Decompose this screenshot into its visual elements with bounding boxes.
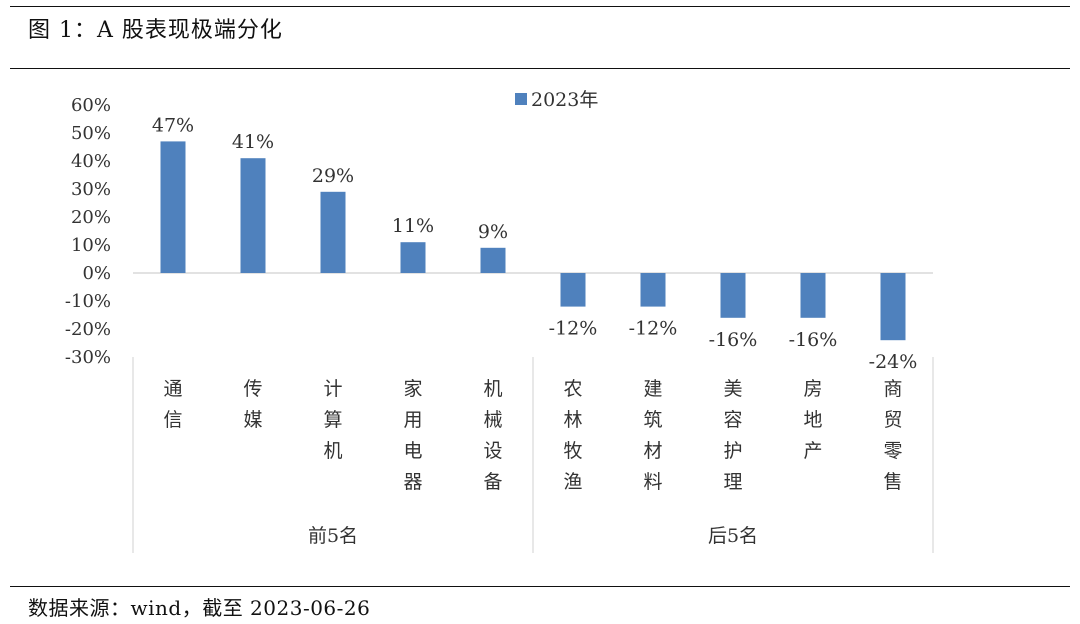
bar [240,158,266,273]
y-tick-label: 50% [71,123,111,144]
bar [800,273,826,318]
category-label: 房地产 [803,378,822,462]
source-note: 数据来源：wind，截至 2023-06-26 [28,596,371,620]
source-rule [10,586,1070,587]
y-tick-label: 20% [71,207,111,228]
data-label: -24% [869,351,918,373]
y-tick-label: 30% [71,179,111,200]
bar [880,273,906,341]
category-label: 通信 [163,378,182,431]
y-axis: 60% 50% 40% 30% 20% 10% 0% -10% -20% -30% [65,95,933,368]
data-label: -12% [629,318,678,340]
category-label: 建筑材料 [643,378,662,493]
top-rule [10,6,1070,7]
data-label: 11% [392,215,434,237]
category-label: 商贸零售 [883,378,902,493]
category-label: 传媒 [243,378,262,431]
bar [320,191,346,273]
y-tick-label: 0% [82,263,111,284]
data-label: -16% [709,329,758,351]
y-tick-label: -10% [65,291,111,312]
category-label: 家用电器 [403,378,422,493]
data-label: -16% [789,329,838,351]
title-rule [10,68,1070,69]
data-labels: 47% 41% 29% 11% 9% -12% -12% -16% -16% -24% [152,114,917,373]
bar [560,273,586,307]
category-label: 美容护理 [723,378,742,493]
legend: 2023年 [515,89,598,111]
bar [640,273,666,307]
y-tick-label: -20% [65,319,111,340]
bars [160,141,906,341]
category-label: 机械设备 [483,378,502,493]
y-tick-label: 60% [71,95,111,116]
y-tick-label: 40% [71,151,111,172]
bar [480,247,506,273]
figure-title: 图 1：A 股表现极端分化 [28,18,283,43]
data-label: 29% [312,165,354,187]
data-label: -12% [549,318,598,340]
y-tick-label: 10% [71,235,111,256]
category-label: 计算机 [323,378,342,462]
y-tick-label: -30% [65,347,111,368]
legend-swatch [515,93,527,105]
bar [400,242,426,273]
group-label: 前5名 [308,525,358,547]
bar [720,273,746,318]
category-label: 农林牧渔 [563,378,582,493]
data-label: 41% [232,131,274,153]
data-label: 9% [478,221,508,243]
data-label: 47% [152,114,194,136]
bar-chart: 60% 50% 40% 30% 20% 10% 0% -10% -20% -30% 47% 41% 2… [65,89,934,553]
legend-label: 2023年 [531,89,598,111]
group-label: 后5名 [708,525,758,547]
bar [160,141,186,273]
